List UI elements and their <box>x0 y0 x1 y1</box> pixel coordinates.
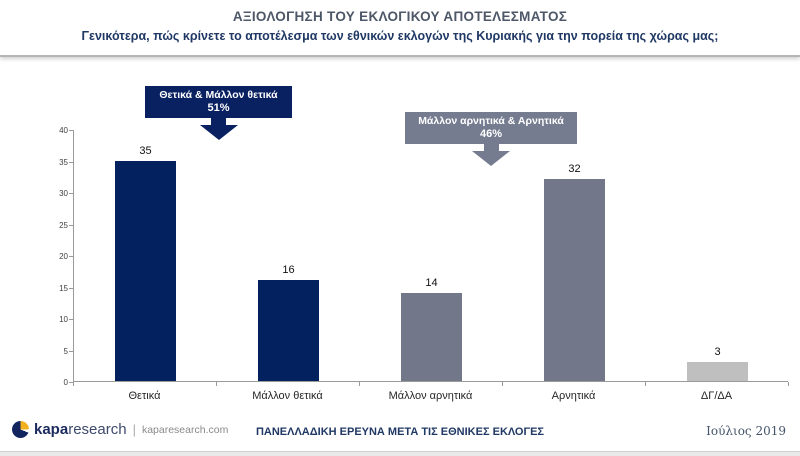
footer: kapa research | kaparesearch.com ΠΑΝΕΛΛΑΔ… <box>0 416 800 450</box>
bar-value-label: 16 <box>282 264 295 277</box>
logo-brand-light: research <box>68 421 127 438</box>
down-arrow-icon <box>211 118 226 126</box>
callout-positive-box: Θετικά & Μάλλον θετικά 51% <box>145 86 292 119</box>
x-axis-tick <box>502 382 503 386</box>
y-axis-tick <box>69 161 73 163</box>
y-axis-tick <box>69 224 73 226</box>
x-axis-labels: Θετικά Μάλλον θετικά Μάλλον αρνητικά Αρνητι… <box>73 390 788 402</box>
survey-date: Ιούλιος 2019 <box>706 424 786 438</box>
x-axis-label: Αρνητικά <box>551 390 596 402</box>
callout-positive-label: Θετικά & Μάλλον θετικά <box>159 89 278 101</box>
y-axis-tick <box>69 193 73 194</box>
y-axis-tick <box>69 382 73 383</box>
down-arrow-icon <box>483 144 499 152</box>
callout-negative-value: 46% <box>479 128 503 141</box>
bar-chart: 35 16 14 32 3 Θετικά Μάλλον θετικά Μάλλον αρνη… <box>0 60 800 420</box>
bar-value-label: 35 <box>139 144 152 157</box>
plot-area: 35 16 14 32 3 <box>73 130 788 382</box>
y-axis-label: 5 <box>63 346 68 356</box>
chart-bar-2 <box>258 280 319 381</box>
kapa-circle-logo-icon <box>12 421 29 438</box>
x-axis-tick <box>216 382 217 386</box>
callout-positive: Θετικά & Μάλλον θετικά 51% <box>145 86 292 141</box>
bar-value-label: 32 <box>568 163 581 176</box>
logo-site-url: kaparesearch.com <box>141 423 229 436</box>
x-axis-tick <box>788 382 789 386</box>
y-axis-label: 20 <box>59 252 68 261</box>
x-axis-tick <box>73 382 74 386</box>
y-axis-label: 10 <box>59 315 68 324</box>
y-axis-tick <box>69 350 73 352</box>
y-axis-label: 15 <box>59 283 68 293</box>
y-axis-tick <box>69 319 73 320</box>
logo-separator: | <box>132 422 136 437</box>
slide-bottom-edge <box>0 451 800 456</box>
callout-negative-box: Μάλλον αρνητικά & Αρνητικά 46% <box>405 112 577 145</box>
chart-bar-4 <box>544 179 605 381</box>
y-axis-label: 0 <box>63 378 68 387</box>
y-axis-label: 25 <box>59 220 68 230</box>
chart-bar-1 <box>115 160 176 381</box>
x-axis-label: Θετικά <box>128 390 161 402</box>
page-title: ΑΞΙΟΛΟΓΗΣΗ ΤΟΥ ΕΚΛΟΓΙΚΟΥ ΑΠΟΤΕΛΕΣΜΑΤΟΣ <box>232 9 568 24</box>
bar-value-label: 3 <box>714 346 721 359</box>
callout-positive-value: 51% <box>207 102 230 115</box>
x-axis-label: Μάλλον αρνητικά <box>388 390 473 402</box>
chart-bar-3 <box>401 292 462 381</box>
x-axis-label: ΔΓ/ΔΑ <box>700 390 733 402</box>
logo-brand-bold: kapa <box>34 421 69 438</box>
y-axis-label: 35 <box>59 157 68 167</box>
survey-title: ΠΑΝΕΛΛΑΔΙΚΗ ΕΡΕΥΝΑ ΜΕΤΑ ΤΙΣ ΕΘΝΙΚΕΣ ΕΚΛΟ… <box>255 426 545 438</box>
y-axis-label: 30 <box>59 189 68 198</box>
header: ΑΞΙΟΛΟΓΗΣΗ ΤΟΥ ΕΚΛΟΓΙΚΟΥ ΑΠΟΤΕΛΕΣΜΑΤΟΣ Γ… <box>0 0 800 57</box>
y-axis-label: 40 <box>59 126 68 135</box>
y-axis-tick <box>69 287 73 289</box>
callout-negative: Μάλλον αρνητικά & Αρνητικά 46% <box>405 112 577 167</box>
y-axis-tick <box>69 256 73 257</box>
kapa-research-logo: kapa research | kaparesearch.com <box>12 421 228 438</box>
down-arrow-icon <box>199 125 238 141</box>
page-subtitle: Γενικότερα, πώς κρίνετε το αποτέλεσμα τω… <box>81 29 719 43</box>
x-axis-label: Μάλλον θετικά <box>252 390 323 402</box>
y-axis-tick <box>69 130 73 131</box>
bar-value-label: 14 <box>425 276 438 289</box>
x-axis-tick <box>645 382 646 386</box>
down-arrow-icon <box>472 151 510 167</box>
x-axis-tick <box>359 382 360 386</box>
callout-negative-label: Μάλλον αρνητικά & Αρνητικά <box>418 115 564 127</box>
chart-bar-5 <box>687 362 748 381</box>
